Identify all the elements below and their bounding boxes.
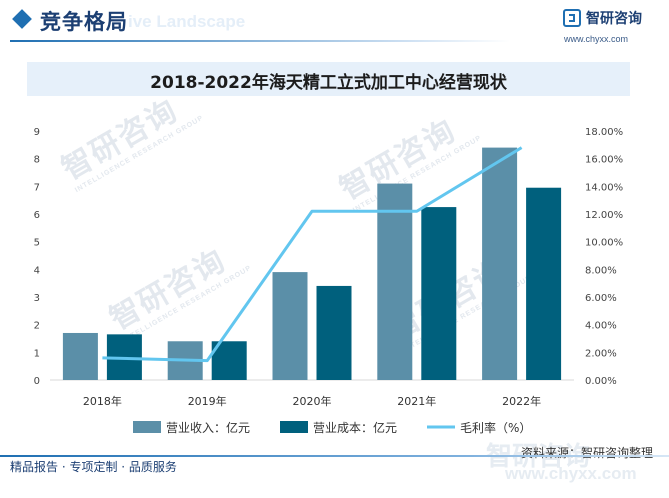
- y-right-tick-label: 16.00%: [585, 155, 623, 166]
- legend-label: 营业收入：亿元: [166, 420, 250, 435]
- legend-label: 毛利率（%）: [460, 420, 531, 435]
- brand: 智研咨询 www.chyxx.com: [563, 8, 669, 46]
- y-right-tick-label: 0.00%: [585, 376, 617, 387]
- y-left-tick-label: 6: [34, 210, 40, 221]
- y-right-tick-label: 2.00%: [585, 348, 617, 359]
- y-left-tick-label: 5: [34, 238, 40, 249]
- legend-swatch: [280, 421, 308, 433]
- y-left-tick-label: 0: [34, 376, 40, 387]
- legend-label: 营业成本：亿元: [313, 420, 397, 435]
- y-right-tick-label: 8.00%: [585, 265, 617, 276]
- brand-logo-icon: [563, 9, 581, 27]
- x-tick-label: 2019年: [188, 394, 227, 408]
- bar-revenue: [377, 183, 413, 380]
- y-right-tick-label: 10.00%: [585, 238, 623, 249]
- header-divider: [10, 40, 510, 42]
- source-note: 资料来源：智研咨询整理: [520, 446, 653, 460]
- bar-cost: [316, 285, 352, 380]
- bar-revenue: [272, 272, 308, 380]
- header: ive Landscape 竞争格局 智研咨询 www.chyxx.com: [0, 0, 669, 46]
- y-left-tick-label: 1: [34, 348, 40, 359]
- footer-url-watermark: www.chyxx.com: [505, 464, 637, 483]
- footer-divider: [0, 455, 669, 457]
- brand-name: 智研咨询: [586, 11, 642, 27]
- bar-cost: [421, 207, 457, 380]
- x-tick-label: 2021年: [397, 394, 436, 408]
- y-left-tick-label: 2: [34, 321, 40, 332]
- y-right-tick-label: 14.00%: [585, 182, 623, 193]
- y-right-tick-label: 12.00%: [585, 210, 623, 221]
- y-left-tick-label: 9: [34, 127, 40, 138]
- bar-revenue: [62, 332, 98, 380]
- section-title: 竞争格局: [40, 10, 128, 34]
- y-right-tick-label: 18.00%: [585, 127, 623, 138]
- footer-watermark: 智研咨询: [486, 442, 591, 472]
- y-left-tick-label: 4: [34, 265, 40, 276]
- x-tick-label: 2022年: [502, 394, 541, 408]
- bar-revenue: [482, 147, 518, 380]
- combo-chart: 0 1 2 3 4 5 6 7 8 9 0.00% 2.00% 4.00% 6.00% 8.00% 10.00…: [34, 127, 624, 435]
- y-right-tick-label: 4.00%: [585, 321, 617, 332]
- line-gross-margin: [102, 146, 523, 363]
- y-right-tick-label: 6.00%: [585, 293, 617, 304]
- brand-url: www.chyxx.com: [564, 34, 629, 44]
- section-subtitle: ive Landscape: [128, 12, 246, 31]
- x-tick-label: 2018年: [83, 394, 122, 408]
- chart-title-banner: 2018-2022年海天精工立式加工中心经营现状: [27, 62, 630, 96]
- bar-cost: [526, 187, 562, 380]
- legend-swatch: [133, 421, 161, 433]
- y-left-tick-label: 3: [34, 293, 40, 304]
- y-left-tick-label: 8: [34, 155, 40, 166]
- footer-slogan: 精品报告 · 专项定制 · 品质服务: [10, 460, 177, 474]
- y-left-tick-label: 7: [34, 182, 40, 193]
- x-tick-label: 2020年: [293, 394, 332, 408]
- chart-title: 2018-2022年海天精工立式加工中心经营现状: [150, 73, 507, 93]
